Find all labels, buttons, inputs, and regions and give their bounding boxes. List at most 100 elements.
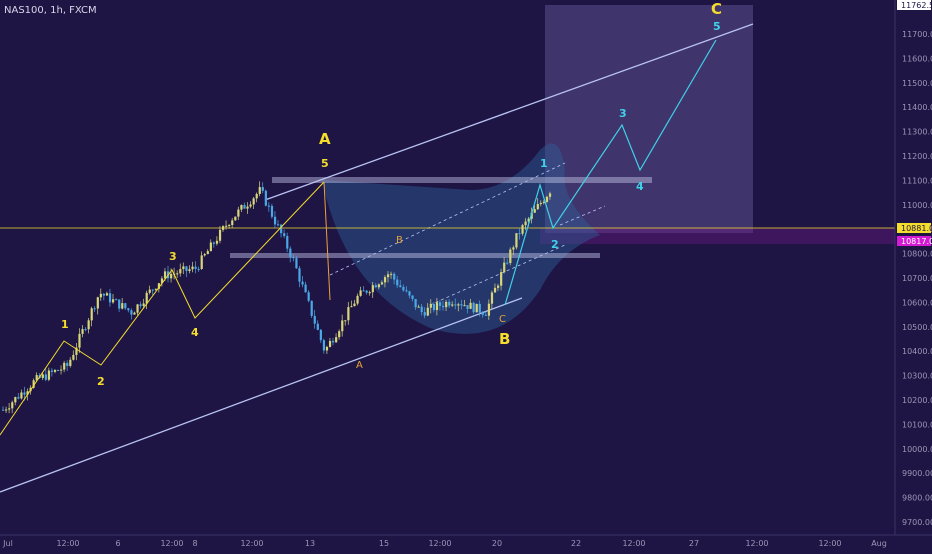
candle-body[interactable] [371,285,374,293]
candle-body[interactable] [402,287,405,291]
candle-body[interactable] [246,206,249,209]
candle-body[interactable] [536,204,539,210]
candle-body[interactable] [307,292,310,301]
candle-body[interactable] [454,304,457,306]
candle-body[interactable] [69,359,72,366]
candle-body[interactable] [8,408,11,410]
candle-body[interactable] [457,304,460,306]
candle-body[interactable] [206,251,209,255]
candle-body[interactable] [90,308,93,321]
candle-body[interactable] [139,304,142,306]
candle-body[interactable] [362,290,365,292]
candle-body[interactable] [493,287,497,293]
candle-body[interactable] [26,391,29,395]
candle-body[interactable] [280,224,283,234]
candle-body[interactable] [524,221,527,226]
candle-body[interactable] [81,329,84,334]
candle-body[interactable] [50,370,54,372]
candle-body[interactable] [237,209,240,217]
candle-body[interactable] [5,409,8,411]
candle-body[interactable] [387,274,390,278]
support-band[interactable] [230,253,600,258]
candle-body[interactable] [277,224,280,226]
candle-body[interactable] [194,266,197,269]
candle-body[interactable] [63,362,66,370]
candle-body[interactable] [335,337,338,343]
candle-body[interactable] [2,409,5,411]
resistance-band[interactable] [272,177,652,183]
candle-body[interactable] [258,187,261,194]
candle-body[interactable] [185,266,188,272]
candle-body[interactable] [41,374,44,378]
candle-body[interactable] [112,299,115,303]
candle-body[interactable] [191,266,194,270]
candle-body[interactable] [292,257,295,259]
time-axis[interactable]: Jul 12:00 6 12:00 8 12:00 13 15 12:00 20 22 12:00 27… [0,534,932,548]
candle-body[interactable] [377,284,381,288]
candle-body[interactable] [396,279,399,286]
candle-body[interactable] [344,320,347,322]
candle-body[interactable] [118,299,121,309]
candle-body[interactable] [527,218,530,222]
candle-body[interactable] [332,340,335,343]
candle-body[interactable] [435,302,439,311]
candle-body[interactable] [539,202,542,205]
candle-body[interactable] [121,303,124,309]
candle-body[interactable] [420,306,423,313]
candle-body[interactable] [72,354,75,360]
candle-body[interactable] [475,303,478,313]
candle-body[interactable] [533,209,536,213]
candle-body[interactable] [319,329,322,341]
candle-body[interactable] [509,249,512,263]
candle-body[interactable] [490,292,494,304]
candle-body[interactable] [411,295,414,299]
candle-body[interactable] [359,290,362,296]
candle-body[interactable] [53,369,57,372]
candle-body[interactable] [14,397,17,403]
candle-body[interactable] [442,305,445,308]
candle-body[interactable] [347,307,350,321]
candle-body[interactable] [390,273,393,275]
candle-body[interactable] [353,303,356,307]
candle-body[interactable] [255,193,258,199]
candle-body[interactable] [304,284,307,293]
candle-body[interactable] [267,205,271,207]
candle-body[interactable] [466,305,469,309]
candle-body[interactable] [136,304,139,313]
candle-body[interactable] [35,375,38,381]
candle-body[interactable] [298,268,301,282]
candle-body[interactable] [84,329,87,331]
candle-body[interactable] [472,302,475,313]
candle-body[interactable] [500,272,503,286]
candle-body[interactable] [301,281,304,285]
candle-body[interactable] [484,314,487,316]
candle-body[interactable] [222,226,225,230]
candle-body[interactable] [286,236,289,249]
candle-body[interactable] [170,273,173,279]
candle-body[interactable] [313,315,316,324]
candle-body[interactable] [463,305,466,307]
candle-body[interactable] [393,273,396,280]
candle-body[interactable] [154,288,157,290]
candle-body[interactable] [23,392,26,395]
candle-body[interactable] [163,271,167,279]
candle-body[interactable] [11,402,14,409]
candle-body[interactable] [228,225,231,227]
candle-body[interactable] [451,304,454,306]
candle-body[interactable] [478,303,481,313]
price-axis[interactable]: 11700.00 11600.00 11500.00 11400.00 11300.00… [894,0,932,535]
candle-body[interactable] [264,190,267,206]
candle-body[interactable] [289,248,292,258]
candle-body[interactable] [380,282,384,285]
candle-body[interactable] [212,242,216,244]
candle-body[interactable] [545,196,549,202]
candle-body[interactable] [325,346,329,351]
candle-body[interactable] [542,201,546,203]
candle-body[interactable] [512,247,515,250]
candle-body[interactable] [57,369,60,371]
candle-body[interactable] [130,310,133,315]
candle-body[interactable] [124,303,127,309]
candle-body[interactable] [426,307,429,316]
candle-body[interactable] [374,285,377,288]
